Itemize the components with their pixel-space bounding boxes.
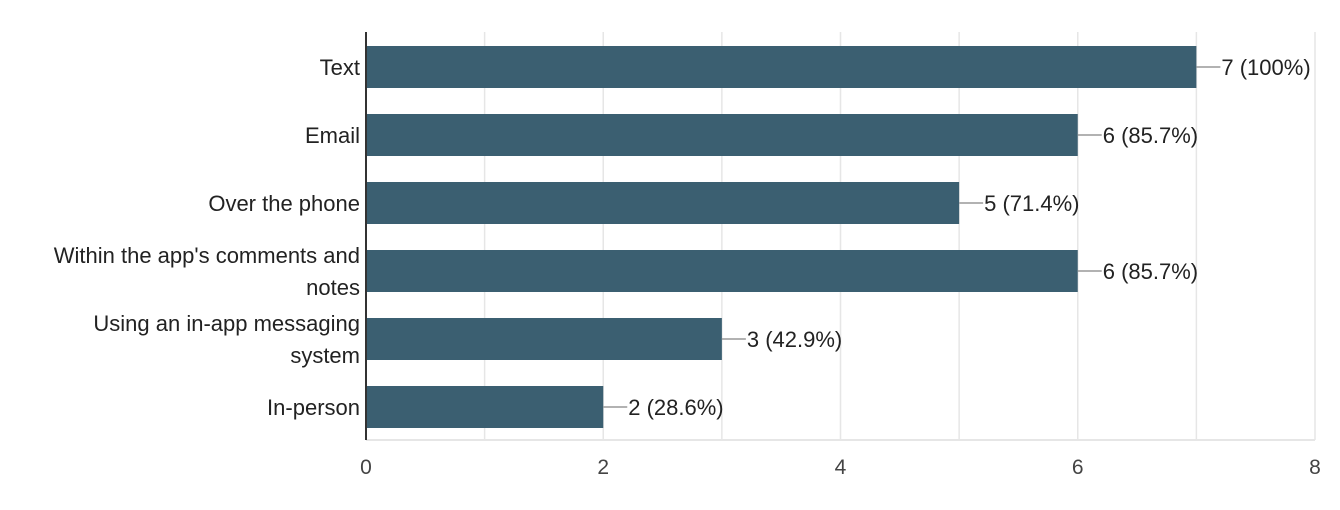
data-label-2: 5 (71.4%) [984,191,1079,216]
category-label-line: Text [320,55,360,80]
category-label-line: Over the phone [208,191,360,216]
bar-5 [367,386,604,428]
data-label-4: 3 (42.9%) [747,327,842,352]
category-label-line: In-person [267,395,360,420]
bar-0 [367,46,1197,88]
data-label-0: 7 (100%) [1221,55,1310,80]
x-tick-label: 0 [360,456,372,479]
category-label-line: Within the app's comments and [54,243,360,268]
category-label-line: Using an in-app messaging [93,311,360,336]
bar-1 [367,114,1078,156]
category-label-2: Over the phone [208,191,360,216]
bar-4 [367,318,722,360]
data-label-3: 6 (85.7%) [1103,259,1198,284]
gridlines [366,32,1316,441]
category-label-line: system [290,343,360,368]
category-label-1: Email [305,123,360,148]
category-label-line: notes [306,275,360,300]
category-label-line: Email [305,123,360,148]
bar-3 [367,250,1078,292]
x-tick-label: 2 [597,456,609,479]
category-label-5: In-person [267,395,360,420]
axes: 0 2 4 6 8 [360,32,1321,479]
x-tick-label: 4 [835,456,847,479]
labels: 7 (100%) Text 6 (85.7%) Email 5 (71.4%) Over … [54,55,1311,420]
bars [367,46,1221,428]
category-label-4: Using an in-app messaging system [93,311,360,368]
bar-2 [367,182,960,224]
category-label-3: Within the app's comments and notes [54,243,360,300]
category-label-0: Text [320,55,360,80]
data-label-1: 6 (85.7%) [1103,123,1198,148]
x-tick-label: 6 [1072,456,1084,479]
x-tick-label: 8 [1309,456,1321,479]
data-label-5: 2 (28.6%) [628,395,723,420]
